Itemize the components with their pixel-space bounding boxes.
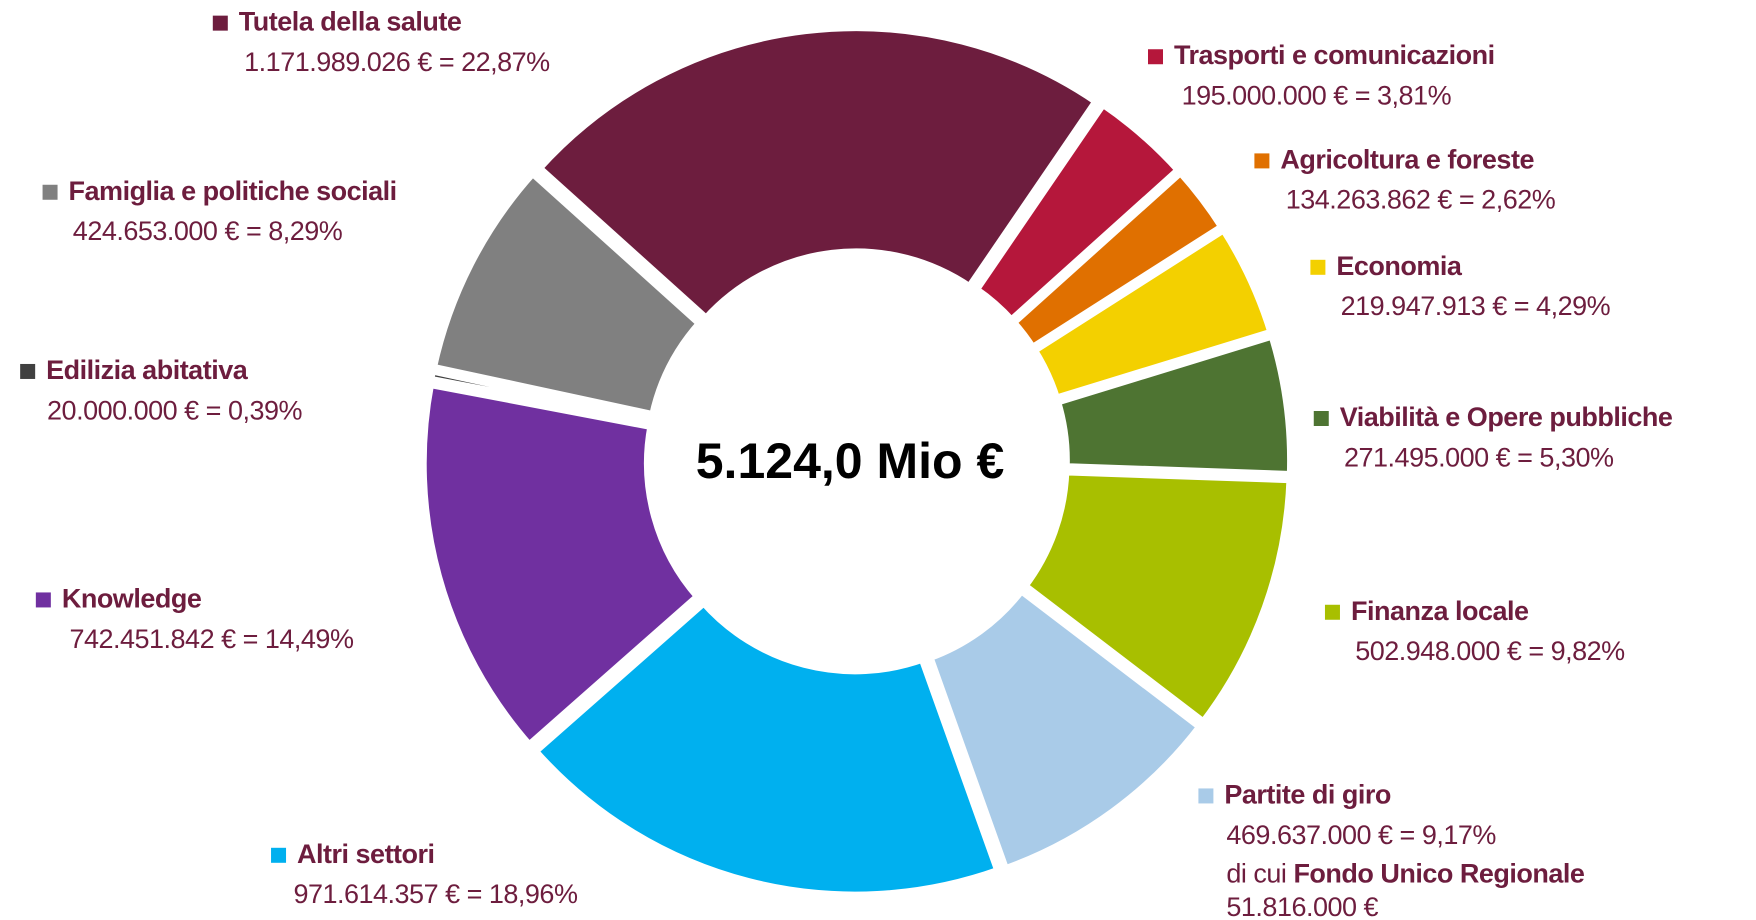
legend-label: Altri settori (297, 839, 435, 869)
value-label: 219.947.913 € = 4,29% (1341, 291, 1611, 321)
legend-swatch (42, 184, 58, 200)
value-label: 1.171.989.026 € = 22,87% (244, 47, 550, 77)
value-label: 502.948.000 € = 9,82% (1355, 636, 1625, 666)
annotation-value: 51.816.000 € (1226, 892, 1378, 920)
value-label: 742.451.842 € = 14,49% (69, 624, 354, 654)
legend-swatch (1254, 153, 1270, 169)
donut-slice (417, 378, 706, 753)
donut-slice (923, 583, 1208, 876)
value-label: 271.495.000 € = 5,30% (1344, 442, 1614, 472)
legend-label: Trasporti e comunicazioni (1174, 40, 1495, 70)
legend-swatch (1148, 49, 1163, 65)
legend-label: Famiglia e politiche sociali (69, 176, 397, 206)
value-label: 469.637.000 € = 9,17% (1226, 820, 1496, 850)
legend-swatch (1313, 411, 1329, 426)
value-label: 971.614.357 € = 18,96% (293, 879, 578, 909)
value-label: 134.263.862 € = 2,62% (1286, 185, 1556, 215)
legend-label: Partite di giro (1224, 779, 1391, 809)
legend-swatch (212, 15, 228, 31)
legend-swatch (1198, 788, 1214, 804)
value-label: 195.000.000 € = 3,81% (1182, 81, 1452, 111)
legend-label: Finanza locale (1351, 596, 1529, 626)
legend-swatch (271, 847, 287, 863)
legend-label: Agricoltura e foreste (1280, 144, 1534, 174)
legend-label: Edilizia abitativa (46, 355, 249, 385)
legend-swatch (1324, 604, 1340, 620)
center-label: 5.124,0 Mio € (696, 433, 1005, 489)
donut-slice (426, 165, 708, 422)
legend-label: Tutela della salute (239, 7, 462, 37)
donut-slice (1017, 466, 1296, 730)
donut-slice (531, 22, 1104, 326)
legend-swatch (35, 592, 51, 608)
legend-swatch (20, 363, 36, 379)
legend-swatch (1310, 259, 1326, 275)
annotation: di cui Fondo Unico Regionale (1226, 859, 1585, 889)
annotation-bold: Fondo Unico Regionale (1293, 859, 1584, 889)
legend-label: Viabilità e Opere pubbliche (1340, 402, 1673, 432)
legend-label: Knowledge (62, 583, 202, 613)
donut-slice (527, 595, 1005, 901)
value-label: 20.000.000 € = 0,39% (47, 395, 302, 425)
annotation-text: di cui (1226, 859, 1286, 889)
legend-label: Economia (1336, 251, 1463, 281)
value-label: 424.653.000 € = 8,29% (73, 216, 343, 246)
